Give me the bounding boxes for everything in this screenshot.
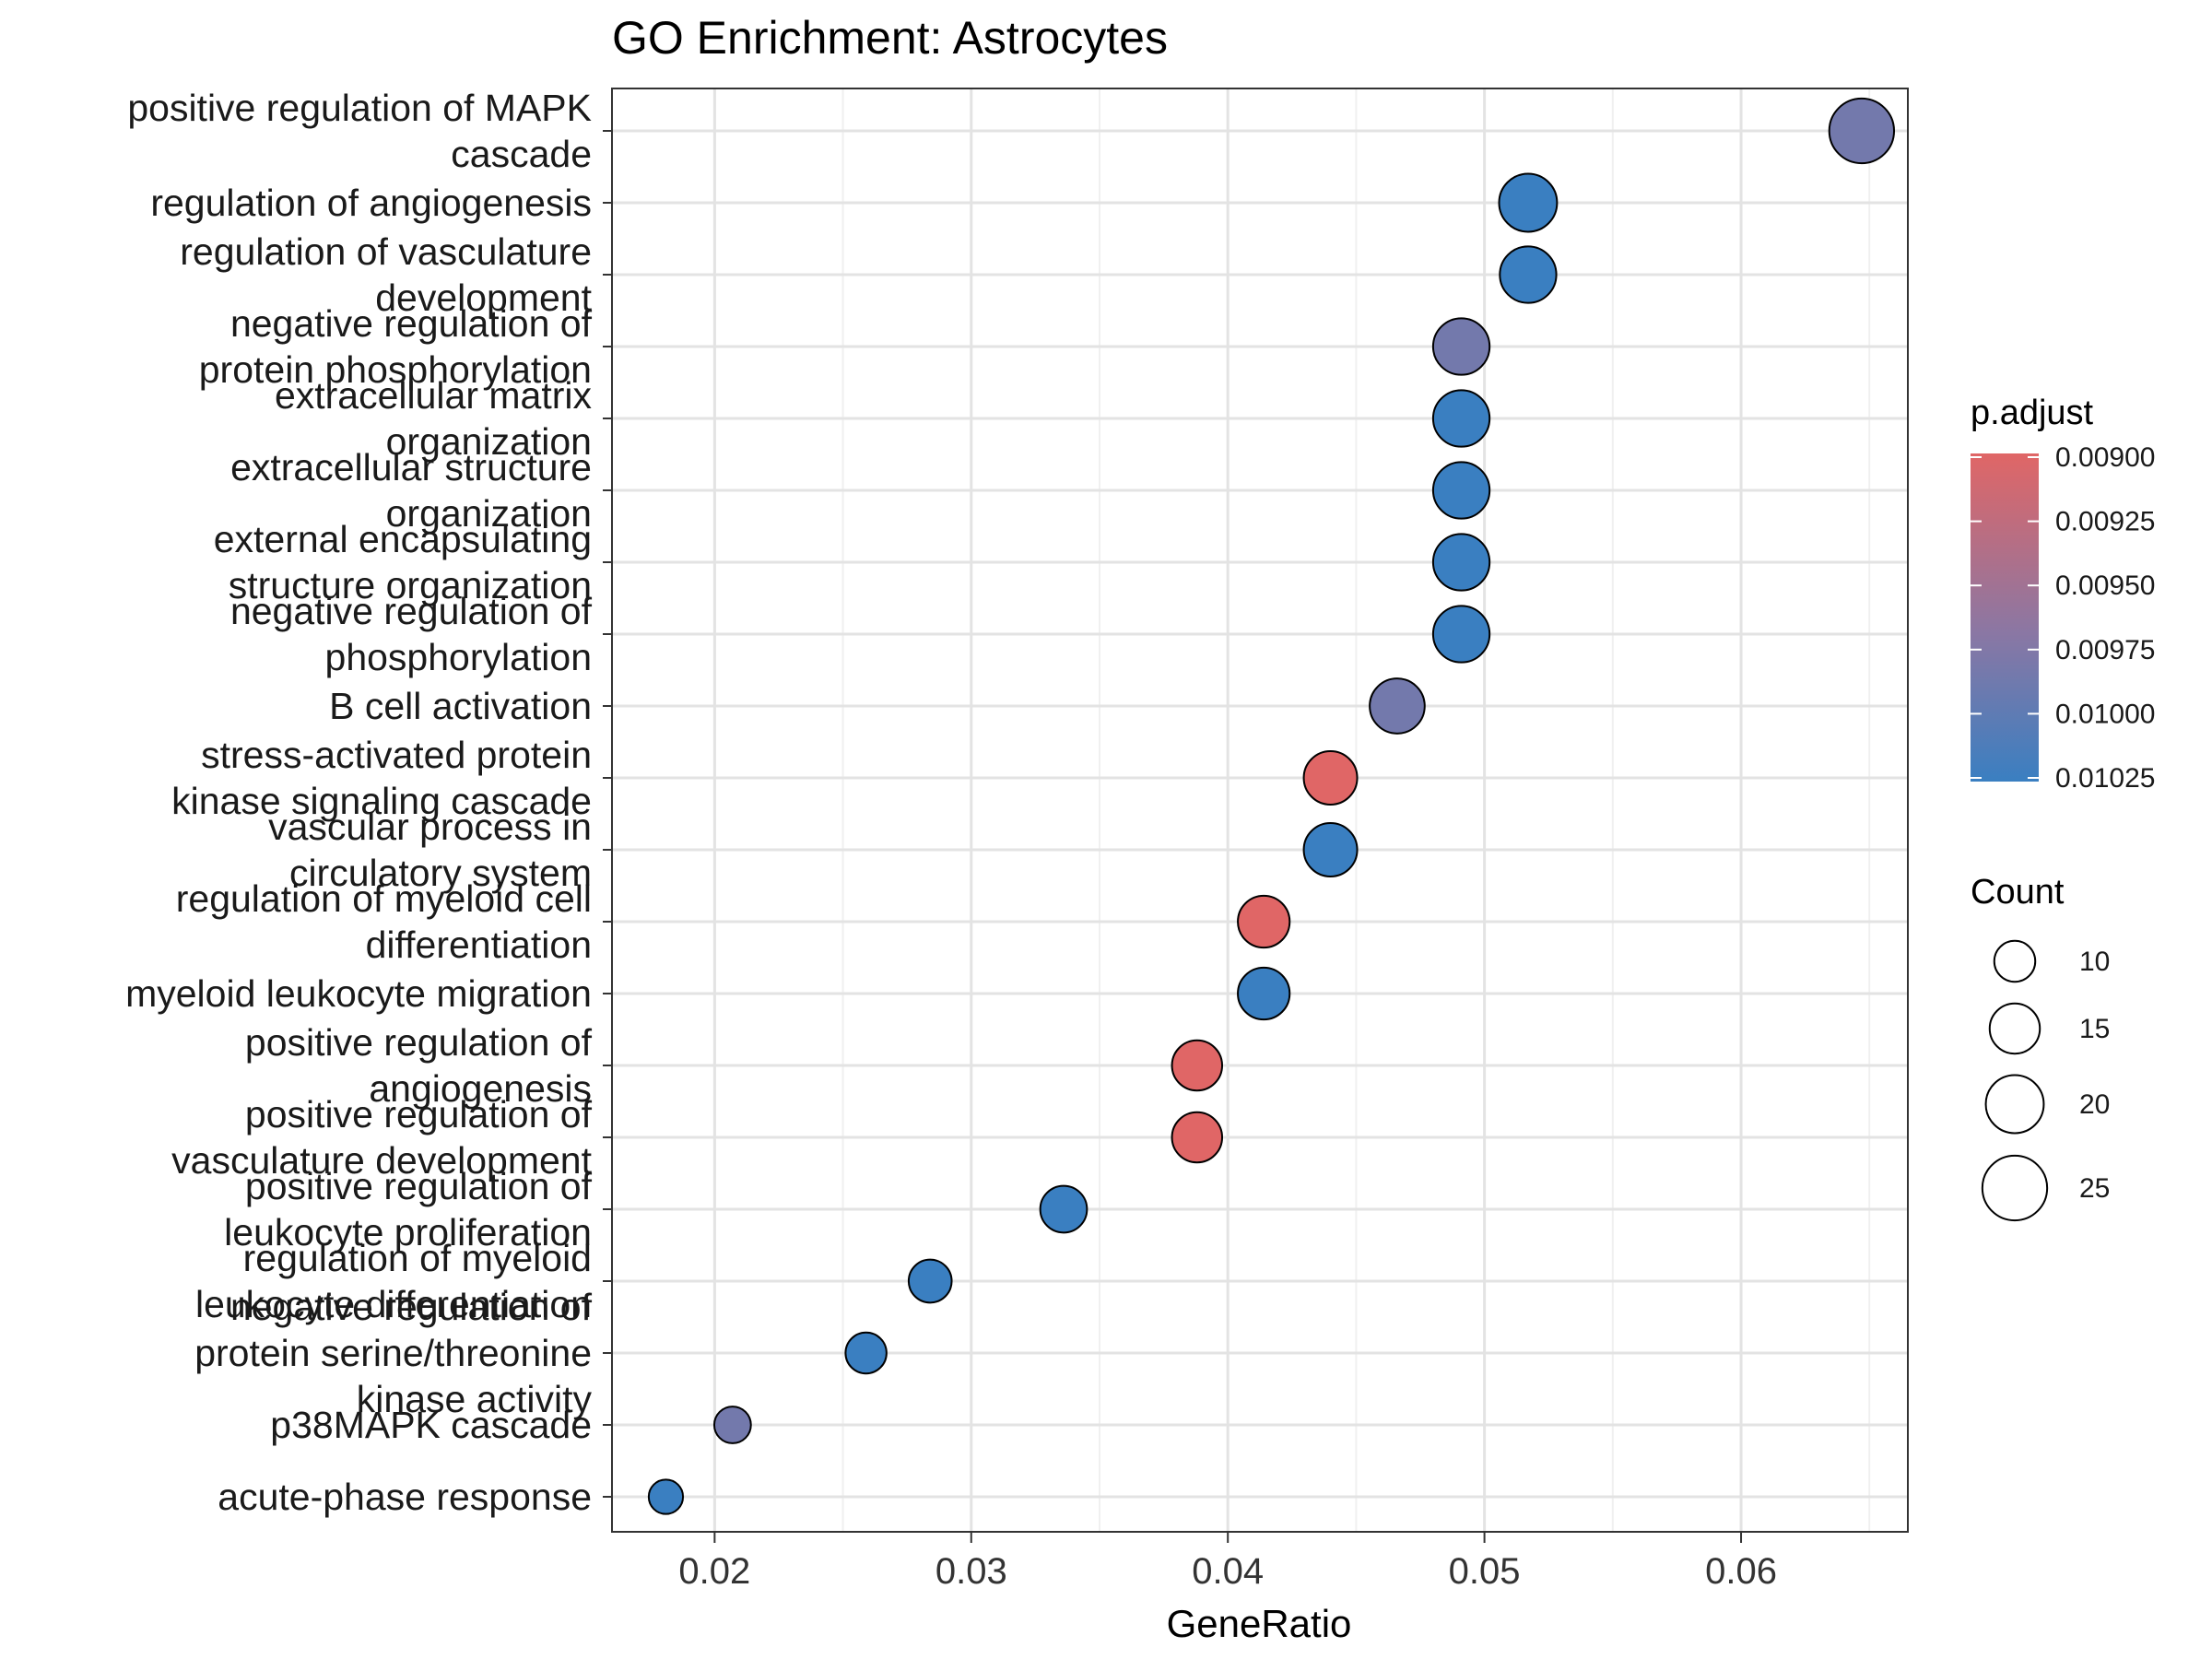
y-tick-label: stress-activated protein — [201, 734, 592, 776]
y-tick-label: positive regulation of MAPK — [127, 87, 592, 129]
color-legend-label: 0.00950 — [2055, 571, 2155, 601]
size-legend-key — [1988, 1002, 2041, 1055]
data-point — [1237, 894, 1291, 949]
y-tick-label: cascade — [451, 133, 592, 175]
data-point — [907, 1258, 953, 1304]
y-tick-label: positive regulation of — [245, 1165, 593, 1207]
y-tick-label: regulation of myeloid — [243, 1237, 592, 1279]
size-legend-title: Count — [1971, 873, 2065, 912]
x-axis: 0.02 0.03 0.04 0.05 0.06 — [678, 1532, 1777, 1592]
size-legend-label: 25 — [2079, 1173, 2110, 1204]
y-tick-label: acute-phase response — [218, 1476, 592, 1518]
data-point — [1431, 533, 1491, 592]
y-tick-label: leukocyte proliferation — [224, 1211, 592, 1253]
chart-title: GO Enrichment: Astrocytes — [612, 12, 1168, 64]
y-tick-label: vascular process in — [268, 806, 592, 848]
data-point — [1431, 605, 1491, 664]
data-point — [1499, 245, 1558, 304]
size-legend-label: 20 — [2079, 1089, 2110, 1120]
y-tick-label: negative regulation of — [230, 590, 593, 632]
data-point — [1171, 1111, 1224, 1164]
y-tick-label: leukocyte differentiation — [195, 1283, 592, 1325]
y-tick-label: negative regulation of — [230, 302, 593, 345]
y-tick-label: negative regulation of — [230, 1286, 593, 1328]
color-legend-label: 0.00925 — [2055, 507, 2155, 537]
legend: p.adjust 0.00900 0.00925 0.00950 0.00975 0.01… — [1971, 394, 2155, 1222]
size-legend-key — [1981, 1154, 2049, 1222]
color-legend-label: 0.00975 — [2055, 635, 2155, 665]
y-tick-label: circulatory system — [289, 852, 592, 894]
y-tick-label: p38MAPK cascade — [270, 1404, 592, 1446]
y-tick-label: organization — [386, 492, 592, 535]
color-legend-title: p.adjust — [1971, 394, 2094, 432]
color-legend-bar — [1971, 453, 2039, 782]
y-tick-label: phosphorylation — [325, 636, 592, 678]
data-point — [1431, 389, 1491, 448]
y-tick-label: structure organization — [229, 564, 592, 606]
y-tick-label: kinase activity — [357, 1378, 593, 1420]
data-point — [1171, 1039, 1224, 1092]
y-tick-label: organization — [386, 420, 592, 463]
y-tick-label: positive regulation of — [245, 1021, 593, 1064]
color-legend-label: 0.00900 — [2055, 442, 2155, 473]
x-tick-label: 0.04 — [1192, 1551, 1264, 1592]
y-tick-label: regulation of angiogenesis — [150, 182, 592, 224]
data-point — [647, 1478, 685, 1515]
data-point — [1498, 172, 1559, 233]
data-point — [712, 1406, 752, 1444]
data-point — [1302, 822, 1359, 877]
y-tick-label: regulation of myeloid cell — [176, 877, 592, 920]
plot-area — [611, 88, 1909, 1533]
plot-border — [611, 88, 1909, 1533]
y-tick-label: external encapsulating — [214, 518, 592, 560]
x-tick-label: 0.02 — [678, 1551, 750, 1592]
x-tick-label: 0.06 — [1705, 1551, 1777, 1592]
y-tick-label: protein serine/threonine — [194, 1332, 592, 1374]
x-axis-title: GeneRatio — [1167, 1602, 1352, 1645]
y-tick-label: angiogenesis — [369, 1067, 592, 1110]
y-tick-label: development — [375, 276, 592, 319]
x-tick-label: 0.05 — [1449, 1551, 1521, 1592]
data-point — [1039, 1184, 1088, 1234]
color-legend-label: 0.01000 — [2055, 699, 2155, 729]
y-tick-label: myeloid leukocyte migration — [125, 972, 592, 1015]
y-tick-label: protein phosphorylation — [199, 348, 592, 391]
size-legend-key — [1993, 939, 2037, 983]
y-tick-label: B cell activation — [329, 685, 592, 727]
y-tick-label: positive regulation of — [245, 1093, 593, 1135]
data-point — [1302, 750, 1359, 806]
y-tick-label: extracellular structure — [230, 446, 592, 488]
y-tick-label: extracellular matrix — [275, 374, 593, 417]
data-point — [1828, 97, 1896, 165]
y-tick-label: vasculature development — [171, 1139, 592, 1182]
plot-panel — [612, 88, 1908, 1532]
x-tick-label: 0.03 — [935, 1551, 1007, 1592]
size-legend-label: 10 — [2079, 947, 2110, 977]
data-point — [1237, 966, 1291, 1021]
data-point — [844, 1331, 888, 1375]
data-point — [1431, 461, 1491, 520]
color-legend-label: 0.01025 — [2055, 763, 2155, 794]
size-legend-key — [1984, 1074, 2045, 1135]
data-point — [1431, 317, 1491, 376]
y-tick-label: differentiation — [366, 924, 592, 966]
y-tick-label: kinase signaling cascade — [171, 780, 592, 822]
data-point — [1369, 677, 1426, 735]
size-legend-label: 15 — [2079, 1014, 2110, 1044]
y-tick-label: regulation of vasculature — [180, 230, 592, 273]
